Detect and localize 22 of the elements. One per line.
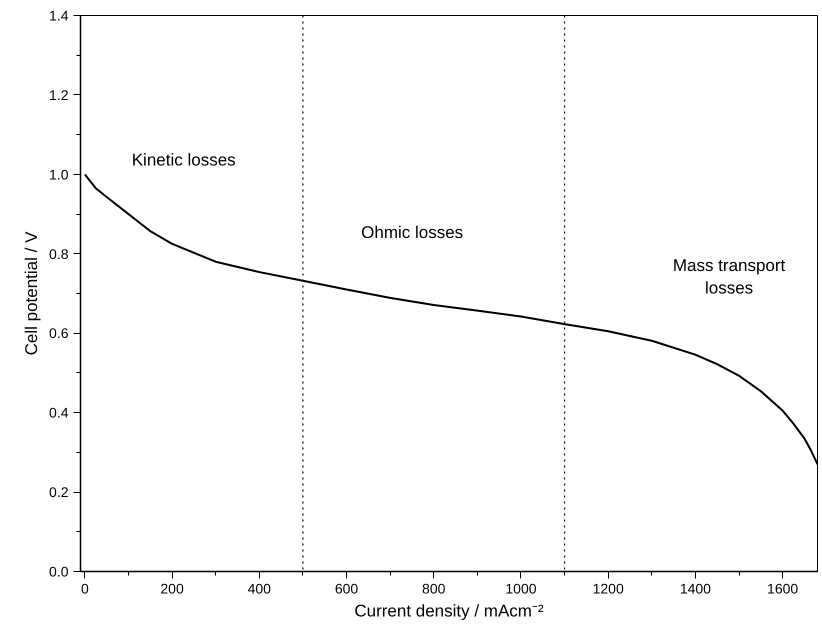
annotation: Mass transport losses [672,256,786,298]
y-tick-label: 0.0 [49,564,69,580]
y-tick-label: 1.4 [49,8,69,24]
y-tick-label: 0.2 [49,484,69,500]
y-tick-label: 0.6 [49,325,69,342]
x-axis-title: Current density / mAcm⁻² [354,602,544,620]
x-tick-label: 1400 [680,580,712,596]
x-tick-label: 0 [80,580,89,596]
x-tick-label: 200 [160,580,184,596]
x-tick-label: 1200 [592,580,624,596]
y-tick-label: 1.2 [49,86,69,103]
annotation: Ohmic losses [361,222,464,242]
annotation: Kinetic losses [132,150,236,170]
x-tick-label: 800 [422,580,446,596]
y-axis-title: Cell potential / V [22,230,42,356]
x-tick-label: 600 [334,580,358,596]
x-tick-label: 1000 [505,580,537,596]
x-tick-label: 400 [248,580,272,596]
y-tick-label: 0.8 [49,246,69,262]
y-tick-label: 0.4 [49,404,69,421]
y-tick-label: 1.0 [49,166,69,182]
x-tick-label: 1600 [767,580,798,596]
